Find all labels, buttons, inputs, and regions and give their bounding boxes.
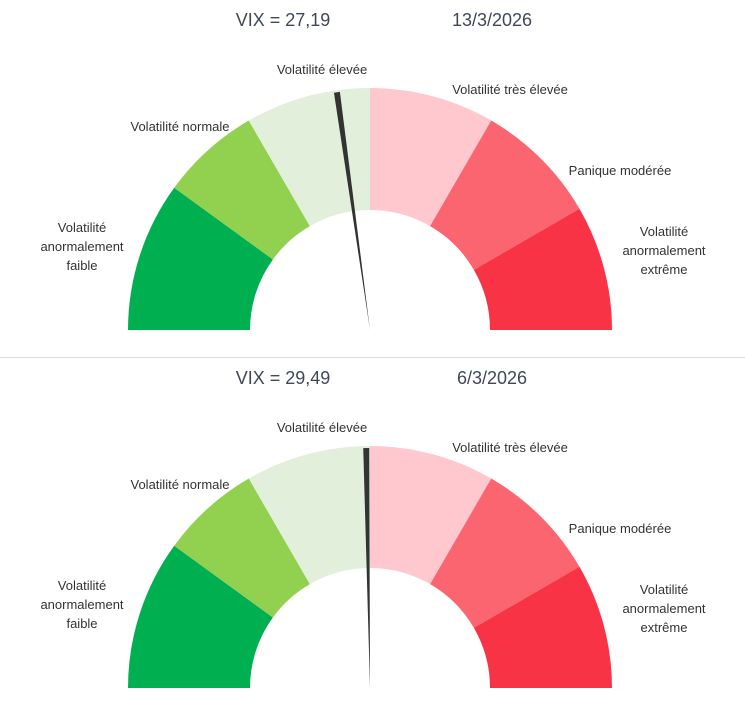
date-title: 6/3/2026	[456, 368, 528, 388]
segment-label-elevee: Volatilité élevée	[277, 60, 367, 79]
segment-label-line: extrême	[640, 620, 688, 635]
segment-label-normale: Volatilité normale	[131, 117, 230, 136]
segment-label-anormalement-extreme: Volatilité anormalement extrême	[622, 580, 705, 637]
segment-label-line: anormalement	[622, 243, 706, 258]
divider	[0, 357, 745, 358]
segment-label-line: Volatilité normale	[130, 119, 230, 134]
gauge-segment-elevee	[248, 446, 370, 585]
gauge-segment-normale	[174, 120, 310, 260]
segment-label-line: Volatilité élevée	[276, 62, 368, 77]
gauge-needle	[333, 91, 370, 330]
segment-label-anormalement-faible: Volatilité anormalement faible	[40, 576, 123, 633]
gauge-panel-current: VIX = 27,19 13/3/2026 Volatilité anormale…	[40, 10, 706, 330]
gauge-segment-panique-moderee	[430, 120, 580, 270]
segment-label-line: anormalement	[40, 239, 124, 254]
segment-label-anormalement-extreme: Volatilité anormalement extrême	[622, 222, 705, 279]
segment-label-line: Volatilité	[639, 582, 689, 597]
segment-label-line: anormalement	[622, 601, 706, 616]
segment-label-tres-elevee: Volatilité très élevée	[452, 438, 568, 457]
gauge-segment-anormalement-extreme	[473, 208, 612, 330]
gauge-segment-panique-moderee	[430, 478, 580, 628]
segment-label-elevee: Volatilité élevée	[277, 418, 367, 437]
gauge-panel-previous: VIX = 29,49 6/3/2026 Volatilité anormalem…	[0, 358, 745, 702]
segment-label-anormalement-faible: Volatilité anormalement faible	[40, 218, 123, 275]
segment-label-line: faible	[66, 258, 98, 273]
segment-label-line: Volatilité très élevée	[452, 82, 568, 97]
segment-label-line: Panique modérée	[568, 163, 672, 178]
date-title: 13/3/2026	[451, 10, 533, 30]
gauge-segment-normale	[174, 478, 310, 618]
segment-label-line: Volatilité normale	[130, 477, 230, 492]
vix-value-title: VIX = 29,49	[235, 368, 331, 388]
gauge-svg	[128, 88, 612, 330]
gauge-segment-anormalement-faible	[128, 187, 273, 330]
gauge-segment-tres-elevee	[370, 88, 492, 227]
gauge-svg	[128, 446, 612, 688]
segment-label-line: faible	[66, 616, 98, 631]
segment-label-tres-elevee: Volatilité très élevée	[452, 80, 568, 99]
gauge-segment-anormalement-faible	[128, 545, 273, 688]
segment-label-line: Volatilité	[57, 578, 107, 593]
segment-label-line: Volatilité	[639, 224, 689, 239]
vix-value-title: VIX = 27,19	[235, 10, 331, 30]
segment-label-normale: Volatilité normale	[131, 475, 230, 494]
segment-label-line: Volatilité	[57, 220, 107, 235]
segment-label-panique-moderee: Panique modérée	[569, 519, 672, 538]
gauge-needle	[363, 447, 370, 688]
gauge-segment-anormalement-extreme	[473, 566, 612, 688]
segment-label-panique-moderee: Panique modérée	[569, 161, 672, 180]
segment-label-line: anormalement	[40, 597, 124, 612]
segment-label-line: Volatilité très élevée	[452, 440, 568, 455]
segment-label-line: Panique modérée	[568, 521, 672, 536]
gauge-segment-tres-elevee	[370, 446, 492, 585]
segment-label-line: Volatilité élevée	[276, 420, 368, 435]
segment-label-line: extrême	[640, 262, 688, 277]
